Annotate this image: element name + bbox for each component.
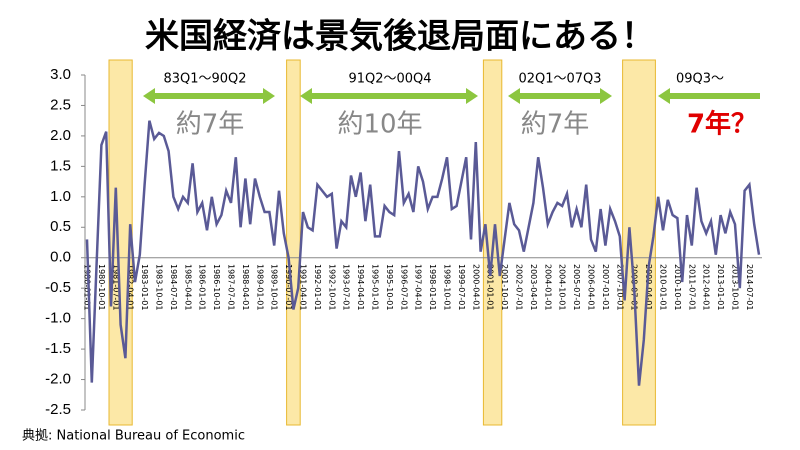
- x-tick-label: 1990-07-01: [284, 264, 293, 311]
- x-tick-label: 1995-10-01: [385, 264, 394, 311]
- x-tick-label: 1988-04-01: [241, 264, 250, 311]
- x-tick-label: 2001-10-01: [500, 264, 509, 310]
- arrow-head: [600, 88, 612, 104]
- y-tick-label: 3.0: [50, 66, 71, 83]
- annotation-duration: 7年？: [687, 109, 757, 140]
- x-tick-label: 2007-10-01: [615, 264, 624, 311]
- arrow-head: [143, 88, 155, 104]
- annotation-period: 91Q2〜00Q4: [348, 72, 431, 87]
- x-tick-label: 2005-07-01: [572, 264, 581, 311]
- x-tick-label: 1981-07-01: [111, 264, 120, 311]
- x-tick-label: 1984-07-01: [169, 264, 178, 311]
- arrow-head: [300, 88, 312, 104]
- x-tick-label: 1986-10-01: [212, 264, 221, 311]
- x-tick-label: 1998-10-01: [443, 264, 452, 311]
- x-tick-label: 1989-10-01: [270, 264, 279, 311]
- y-tick-label: 1.0: [50, 188, 71, 205]
- y-tick-label: -0.5: [45, 279, 71, 296]
- x-tick-label: 1993-07-01: [342, 264, 351, 311]
- x-tick-label: 1991-04-01: [299, 264, 308, 311]
- y-tick-label: -1.0: [45, 310, 71, 327]
- x-tick-label: 1986-01-01: [198, 264, 207, 311]
- x-tick-label: 2012-04-01: [702, 264, 711, 311]
- y-tick-label: 1.5: [50, 157, 71, 174]
- y-tick-label: 2.0: [50, 127, 71, 144]
- x-tick-label: 2003-04-01: [529, 264, 538, 311]
- arrow-head: [466, 88, 478, 104]
- x-tick-label: 2001-01-01: [486, 264, 495, 311]
- x-tick-label: 1994-04-01: [356, 264, 365, 311]
- x-tick-label: 1980-10-01: [97, 264, 106, 311]
- x-tick-label: 2009-04-01: [644, 264, 653, 311]
- x-tick-label: 2004-10-01: [558, 264, 567, 311]
- y-tick-label: -1.5: [45, 340, 71, 357]
- x-tick-label: 1987-07-01: [227, 264, 236, 311]
- arrow-head: [508, 88, 520, 104]
- annotation-duration: 約7年: [521, 110, 590, 140]
- recession-band: [286, 59, 301, 426]
- x-tick-label: 2006-04-01: [587, 264, 596, 311]
- x-tick-label: 1995-01-01: [371, 264, 380, 311]
- y-tick-label: 0.5: [50, 218, 71, 235]
- y-tick-label: -2.5: [45, 401, 71, 418]
- series-line: [85, 120, 761, 386]
- chart-title: 米国経済は景気後退局面にある！: [145, 17, 655, 57]
- x-tick-label: 2000-04-01: [471, 264, 480, 311]
- annotation-duration: 約10年: [337, 110, 422, 140]
- x-tick-label: 2011-07-01: [687, 264, 696, 311]
- y-tick-label: 0.0: [50, 249, 71, 266]
- x-tick-label: 1992-10-01: [327, 264, 336, 311]
- x-tick-label: 1980-01-01: [83, 264, 92, 311]
- arrow-head: [263, 88, 275, 104]
- x-tick-label: 1989-01-01: [255, 264, 264, 311]
- annotation-period: 83Q1〜90Q2: [163, 72, 246, 87]
- x-tick-label: 1983-01-01: [140, 264, 149, 311]
- x-tick-label: 2013-10-01: [731, 264, 740, 311]
- x-tick-label: 1982-04-01: [126, 264, 135, 311]
- x-tick-label: 1992-01-01: [313, 264, 322, 311]
- x-tick-label: 2014-07-01: [745, 264, 754, 311]
- x-tick-label: 2010-01-01: [659, 264, 668, 311]
- source-note: 典拠: National Bureau of Economic: [22, 429, 245, 444]
- y-tick-label: 2.5: [50, 96, 71, 113]
- annotation-duration: 約7年: [176, 110, 245, 140]
- y-tick-label: -2.0: [45, 371, 71, 388]
- x-tick-label: 1997-04-01: [414, 264, 423, 311]
- x-tick-label: 2010-10-01: [673, 264, 682, 311]
- x-tick-label: 2002-07-01: [515, 264, 524, 311]
- annotation-period: 09Q3〜: [676, 72, 724, 87]
- x-tick-label: 2013-01-01: [716, 264, 725, 311]
- x-tick-label: 1999-07-01: [457, 264, 466, 311]
- arrow-head: [658, 88, 670, 104]
- x-tick-label: 1985-04-01: [183, 264, 192, 311]
- x-tick-label: 1983-10-01: [155, 264, 164, 311]
- annotation-period: 02Q1〜07Q3: [518, 72, 601, 87]
- x-tick-label: 2007-01-01: [601, 264, 610, 311]
- x-tick-label: 1996-07-01: [399, 264, 408, 311]
- x-tick-label: 1998-01-01: [428, 264, 437, 311]
- x-tick-label: 2004-01-01: [543, 264, 552, 311]
